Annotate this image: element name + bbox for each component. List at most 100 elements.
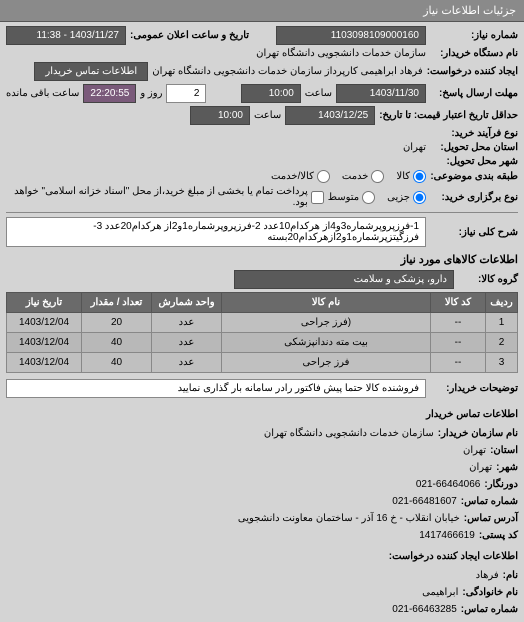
table-row: 3--فرز جراحیعدد401403/12/04: [7, 353, 518, 373]
need-title-value: 1-فرزپروپرشماره3و4از هرکدام10عدد 2-فرزپر…: [6, 217, 426, 247]
table-cell: بیت مته دندانپزشکی: [222, 333, 431, 353]
reply-countdown: 22:20:55: [83, 84, 136, 103]
table-cell: 1403/12/04: [7, 313, 82, 333]
table-row: 1--(فرز جراحیعدد201403/12/04: [7, 313, 518, 333]
info-label: شماره تماس:: [461, 493, 518, 510]
buyer-notes-value: فروشنده کالا حتما پیش فاکتور رادر سامانه…: [6, 379, 426, 398]
price-validity-time: 10:00: [190, 106, 250, 125]
demand-radio-1-input[interactable]: [362, 191, 375, 204]
price-validity-date: 1403/12/25: [285, 106, 375, 125]
info-value: سازمان خدمات دانشجویی دانشگاه تهران: [264, 425, 434, 442]
packaging-radio-2-label: کالا/خدمت: [271, 171, 314, 182]
items-col-3: واحد شمارش: [152, 293, 222, 313]
info-label: دورنگار:: [484, 476, 518, 493]
demand-note-text: پرداخت تمام یا بخشی از مبلغ خرید،از محل …: [6, 186, 308, 208]
process-type-label: نوع فرآیند خرید:: [430, 128, 518, 139]
buyer-device-value: سازمان خدمات دانشجویی دانشگاه تهران: [256, 48, 426, 59]
info-row: آدرس تماس:خیابان انقلاب - خ 16 آذر - ساخ…: [6, 510, 518, 527]
reply-time-label: ساعت: [305, 88, 332, 99]
items-col-2: نام کالا: [222, 293, 431, 313]
info-label: آدرس تماس:: [464, 510, 518, 527]
table-cell: عدد: [152, 313, 222, 333]
info-label: استان:: [490, 442, 518, 459]
goods-group-value: دارو، پزشکی و سلامت: [234, 270, 454, 289]
packaging-radio-0-input[interactable]: [413, 170, 426, 183]
table-cell: 40: [82, 353, 152, 373]
demand-radio-1[interactable]: متوسط: [328, 191, 375, 204]
packaging-radio-2-input[interactable]: [317, 170, 330, 183]
table-cell: 1403/12/04: [7, 333, 82, 353]
panel-header: جزئیات اطلاعات نیاز: [0, 0, 524, 22]
goods-group-label: گروه کالا:: [458, 274, 518, 285]
table-cell: فرز جراحی: [222, 353, 431, 373]
announce-date-value: 1403/11/27 - 11:38: [6, 26, 126, 45]
state-value: تهران: [403, 142, 426, 153]
buyer-contact-block: اطلاعات تماس خریدار نام سازمان خریدار:سا…: [6, 406, 518, 618]
demand-type-label: نوع برگزاری خرید:: [430, 192, 518, 203]
packaging-radio-0[interactable]: کالا: [396, 170, 426, 183]
contact-buyer-button[interactable]: اطلاعات تماس خریدار: [34, 62, 148, 81]
buyer-contact-title: اطلاعات تماس خریدار: [6, 406, 518, 423]
info-value: 021-66463285: [392, 601, 457, 618]
info-value: 021-66464066: [416, 476, 481, 493]
info-label: شماره تماس:: [461, 601, 518, 618]
info-row: نام خانوادگی:ابراهیمی: [6, 584, 518, 601]
demand-radio-0[interactable]: جزیی: [387, 191, 426, 204]
packaging-radio-0-label: کالا: [396, 171, 410, 182]
info-row: شهر:تهران: [6, 459, 518, 476]
price-validity-time-label: ساعت: [254, 110, 281, 121]
packaging-radio-1-input[interactable]: [371, 170, 384, 183]
need-number-label: شماره نیاز:: [430, 30, 518, 41]
table-cell: 2: [486, 333, 518, 353]
items-col-0: ردیف: [486, 293, 518, 313]
info-value: ابراهیمی: [422, 584, 458, 601]
table-row: 2--بیت مته دندانپزشکیعدد401403/12/04: [7, 333, 518, 353]
items-col-1: کد کالا: [431, 293, 486, 313]
demand-radio-1-label: متوسط: [328, 192, 359, 203]
buyer-device-label: نام دستگاه خریدار:: [430, 48, 518, 59]
table-cell: (فرز جراحی: [222, 313, 431, 333]
city-label: شهر محل تحویل:: [430, 156, 518, 167]
reply-deadline-label: مهلت ارسال پاسخ:: [430, 88, 518, 99]
demand-radio-0-label: جزیی: [387, 192, 410, 203]
price-validity-label: حداقل تاریخ اعتبار قیمت: تا تاریخ:: [379, 110, 518, 121]
demand-type-radio-group: جزیی متوسط: [328, 191, 426, 204]
reply-deadline-date: 1403/11/30: [336, 84, 426, 103]
need-detail-panel: جزئیات اطلاعات نیاز شماره نیاز: 11030981…: [0, 0, 524, 622]
creator-label: ایجاد کننده درخواست:: [427, 66, 518, 77]
packaging-radio-1[interactable]: خدمت: [342, 170, 385, 183]
info-row: کد پستی:1417466619: [6, 527, 518, 544]
items-header: اطلاعات کالاهای مورد نیاز: [6, 253, 518, 266]
items-col-5: تاریخ نیاز: [7, 293, 82, 313]
info-label: نام خانوادگی:: [462, 584, 518, 601]
creator-block-title: اطلاعات ایجاد کننده درخواست:: [6, 548, 518, 565]
buyer-notes-label: توضیحات خریدار:: [430, 383, 518, 394]
creator-value: فرهاد ابراهیمی کارپرداز سازمان خدمات دان…: [152, 66, 422, 77]
info-row: استان:تهران: [6, 442, 518, 459]
reply-days-value: 2: [166, 84, 206, 103]
table-cell: 1403/12/04: [7, 353, 82, 373]
packaging-radio-2[interactable]: کالا/خدمت: [271, 170, 330, 183]
table-cell: 3: [486, 353, 518, 373]
info-value: 1417466619: [419, 527, 475, 544]
info-value: خیابان انقلاب - خ 16 آذر - ساختمان معاون…: [238, 510, 460, 527]
info-value: تهران: [463, 442, 486, 459]
info-label: شهر:: [496, 459, 518, 476]
demand-note-check[interactable]: پرداخت تمام یا بخشی از مبلغ خرید،از محل …: [6, 186, 324, 208]
packaging-label: طبقه بندی موضوعی:: [430, 171, 518, 182]
table-cell: --: [431, 353, 486, 373]
table-cell: --: [431, 333, 486, 353]
info-row: دورنگار:021-66464066: [6, 476, 518, 493]
table-cell: عدد: [152, 333, 222, 353]
reply-remain-label: ساعت باقی مانده: [6, 88, 79, 99]
packaging-radio-1-label: خدمت: [342, 171, 369, 182]
demand-note-checkbox[interactable]: [311, 191, 324, 204]
announce-date-label: تاریخ و ساعت اعلان عمومی:: [130, 30, 249, 41]
info-row: شماره تماس:021-66481607: [6, 493, 518, 510]
table-cell: 20: [82, 313, 152, 333]
info-row: نام سازمان خریدار:سازمان خدمات دانشجویی …: [6, 425, 518, 442]
demand-radio-0-input[interactable]: [413, 191, 426, 204]
reply-deadline-time: 10:00: [241, 84, 301, 103]
need-number-value: 1103098109000160: [276, 26, 426, 45]
info-row: شماره تماس:021-66463285: [6, 601, 518, 618]
